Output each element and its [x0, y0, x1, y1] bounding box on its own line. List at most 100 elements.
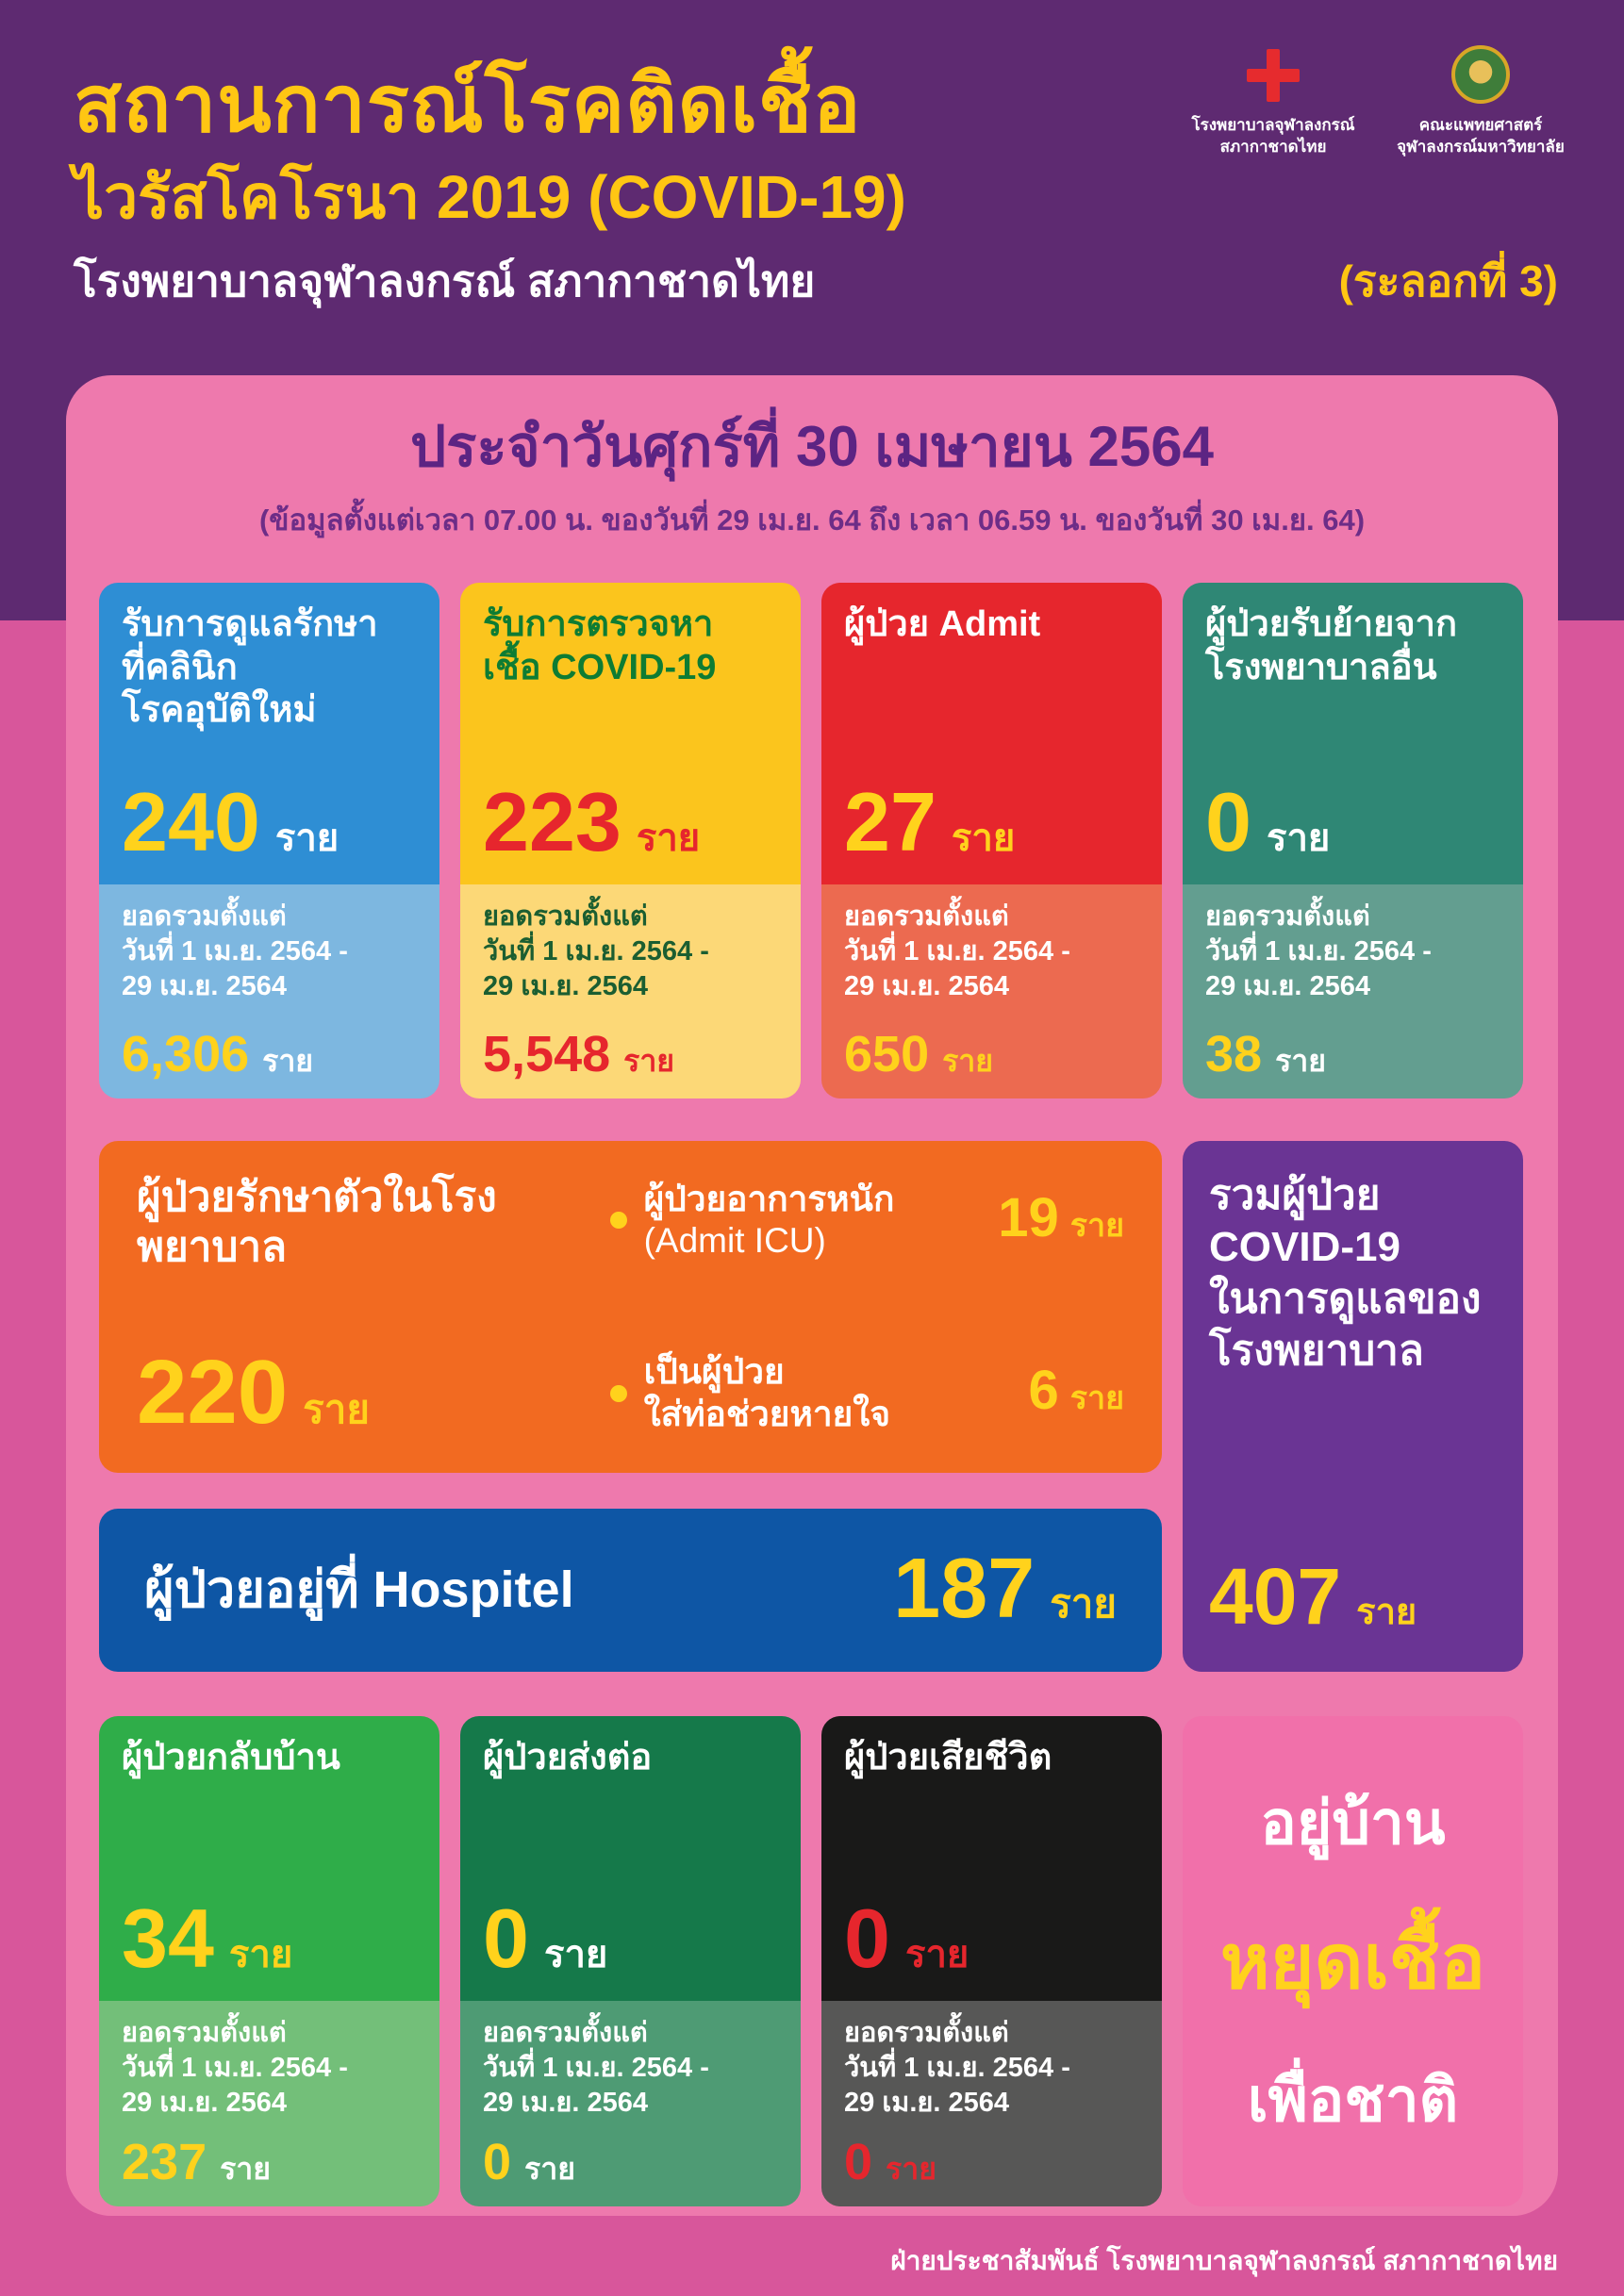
stat-value-row: 0 ราย — [844, 1897, 1139, 1984]
poster-title-line1: สถานการณ์โรคติดเชื้อ — [74, 59, 862, 148]
cumulative-label: ยอดรวมตั้งแต่ วันที่ 1 เม.ย. 2564 - 29 เ… — [483, 2018, 709, 2119]
cumulative-value: 6,306 — [122, 1026, 250, 1082]
cumulative-value: 237 — [122, 2134, 207, 2190]
stat-card-top: ผู้ป่วยเสียชีวิต 0 ราย — [821, 1716, 1162, 2001]
cumulative-label: ยอดรวมตั้งแต่ วันที่ 1 เม.ย. 2564 - 29 เ… — [1205, 901, 1432, 1002]
stat-value-row: 0 ราย — [483, 1897, 778, 1984]
cumulative-value-row: 38 ราย — [1205, 1029, 1500, 1085]
cumulative-value: 5,548 — [483, 1026, 611, 1082]
total-care-unit: ราย — [1356, 1593, 1417, 1632]
stat-card-bottom: ยอดรวมตั้งแต่ วันที่ 1 เม.ย. 2564 - 29 เ… — [99, 2001, 439, 2206]
stat-value: 27 — [844, 775, 936, 868]
stat-card-bottom: ยอดรวมตั้งแต่ วันที่ 1 เม.ย. 2564 - 29 เ… — [99, 884, 439, 1098]
stat-card-transfer-in: ผู้ป่วยรับย้ายจาก โรงพยาบาลอื่น 0 ราย ยอ… — [1183, 583, 1523, 1098]
bullet-dot-icon — [609, 1212, 627, 1230]
bullet-label-main: ผู้ป่วยอาการหนัก — [643, 1180, 895, 1218]
bullet-label: ผู้ป่วยอาการหนัก (Admit ICU) — [644, 1179, 982, 1263]
daily-report-card: ประจำวันศุกร์ที่ 30 เมษายน 2564 (ข้อมูลต… — [66, 375, 1558, 2216]
bullet-unit: ราย — [1069, 1207, 1124, 1244]
inpatient-unit: ราย — [303, 1387, 370, 1431]
stat-card-new-clinic: รับการดูแลรักษา ที่คลินิก โรคอุบัติใหม่ … — [99, 583, 439, 1098]
cumulative-label: ยอดรวมตั้งแต่ วันที่ 1 เม.ย. 2564 - 29 เ… — [122, 901, 348, 1002]
faculty-logo-block: คณะแพทยศาสตร์ จุฬาลงกรณ์มหาวิทยาลัย — [1396, 45, 1566, 158]
stat-card-referred-out: ผู้ป่วยส่งต่อ 0 ราย ยอดรวมตั้งแต่ วันที่… — [460, 1716, 801, 2206]
stat-card-admit: ผู้ป่วย Admit 27 ราย ยอดรวมตั้งแต่ วันที… — [821, 583, 1162, 1098]
cumulative-unit: ราย — [623, 1044, 675, 1078]
stat-card-bottom: ยอดรวมตั้งแต่ วันที่ 1 เม.ย. 2564 - 29 เ… — [460, 884, 801, 1098]
stat-card-bottom: ยอดรวมตั้งแต่ วันที่ 1 เม.ย. 2564 - 29 เ… — [821, 884, 1162, 1098]
stat-card-covid-test: รับการตรวจหา เชื้อ COVID-19 223 ราย ยอดร… — [460, 583, 801, 1098]
stat-unit: ราย — [274, 818, 340, 859]
stat-value-row: 223 ราย — [483, 781, 778, 867]
stat-unit: ราย — [636, 818, 701, 859]
stat-unit: ราย — [904, 1934, 969, 1975]
faculty-logo-caption: คณะแพทยศาสตร์ จุฬาลงกรณ์มหาวิทยาลัย — [1397, 116, 1565, 156]
stat-value-row: 0 ราย — [1205, 781, 1500, 867]
stat-card-bottom: ยอดรวมตั้งแต่ วันที่ 1 เม.ย. 2564 - 29 เ… — [1183, 884, 1523, 1098]
cumulative-value-row: 6,306 ราย — [122, 1029, 417, 1085]
stat-value: 0 — [483, 1891, 529, 1985]
hospitel-value: 187 — [893, 1541, 1036, 1636]
report-date-range: (ข้อมูลตั้งแต่เวลา 07.00 น. ของวันที่ 29… — [258, 504, 1366, 537]
hospital-name: โรงพยาบาลจุฬาลงกรณ์ สภากาชาดไทย — [74, 256, 816, 306]
stat-card-top: ผู้ป่วยส่งต่อ 0 ราย — [460, 1716, 801, 2001]
stat-card-deaths: ผู้ป่วยเสียชีวิต 0 ราย ยอดรวมตั้งแต่ วัน… — [821, 1716, 1162, 2206]
bullet-intubated: เป็นผู้ป่วย ใส่ท่อช่วยหายใจ 6 ราย — [609, 1351, 1124, 1435]
red-cross-logo-block: โรงพยาบาลจุฬาลงกรณ์ สภากาชาดไทย — [1188, 45, 1358, 158]
cumulative-label: ยอดรวมตั้งแต่ วันที่ 1 เม.ย. 2564 - 29 เ… — [844, 901, 1070, 1002]
bullet-value: 19 — [998, 1186, 1059, 1248]
stat-title: รับการดูแลรักษา ที่คลินิก โรคอุบัติใหม่ — [122, 604, 378, 731]
cumulative-value-row: 5,548 ราย — [483, 1029, 778, 1085]
stat-value-row: 27 ราย — [844, 781, 1139, 867]
total-care-value: 407 — [1209, 1552, 1342, 1641]
cumulative-label: ยอดรวมตั้งแต่ วันที่ 1 เม.ย. 2564 - 29 เ… — [844, 2018, 1070, 2119]
report-date-title: ประจำวันศุกร์ที่ 30 เมษายน 2564 — [410, 415, 1214, 478]
inpatient-bullets: ผู้ป่วยอาการหนัก (Admit ICU) 19 ราย เป็น… — [591, 1173, 1124, 1441]
inpatient-value-row: 220 ราย — [137, 1347, 591, 1441]
hospitel-bar: ผู้ป่วยอยู่ที่ Hospitel 187 ราย — [99, 1509, 1162, 1672]
bullet-value: 6 — [1028, 1360, 1059, 1422]
cumulative-value-row: 237 ราย — [122, 2137, 417, 2193]
faculty-emblem-icon — [1451, 45, 1510, 104]
cumulative-value: 0 — [483, 2134, 512, 2190]
cumulative-unit: ราย — [886, 2152, 936, 2186]
stat-title: ผู้ป่วยเสียชีวิต — [844, 1738, 1052, 1777]
cumulative-value: 0 — [844, 2134, 873, 2190]
cumulative-value: 650 — [844, 1026, 930, 1082]
stat-title: ผู้ป่วย Admit — [844, 604, 1041, 644]
stat-unit: ราย — [951, 818, 1016, 859]
red-cross-icon — [1243, 45, 1303, 106]
stat-value-row: 34 ราย — [122, 1897, 417, 1984]
inpatient-title: ผู้ป่วยรักษาตัวในโรงพยาบาล — [137, 1174, 497, 1270]
stat-unit: ราย — [228, 1934, 293, 1975]
wave-label: (ระลอกที่ 3) — [1338, 256, 1558, 306]
total-care-card: รวมผู้ป่วย COVID-19 ในการดูแลของ โรงพยาบ… — [1183, 1141, 1523, 1672]
stat-card-top: ผู้ป่วยรับย้ายจาก โรงพยาบาลอื่น 0 ราย — [1183, 583, 1523, 884]
stat-row-bottom: ผู้ป่วยกลับบ้าน 34 ราย ยอดรวมตั้งแต่ วัน… — [99, 1716, 1162, 2206]
cumulative-label: ยอดรวมตั้งแต่ วันที่ 1 เม.ย. 2564 - 29 เ… — [483, 901, 709, 1002]
total-care-title: รวมผู้ป่วย COVID-19 ในการดูแลของ โรงพยาบ… — [1209, 1172, 1482, 1374]
stat-card-bottom: ยอดรวมตั้งแต่ วันที่ 1 เม.ย. 2564 - 29 เ… — [821, 2001, 1162, 2206]
cumulative-value-row: 650 ราย — [844, 1029, 1139, 1085]
stat-card-top: รับการตรวจหา เชื้อ COVID-19 223 ราย — [460, 583, 801, 884]
stat-title: ผู้ป่วยส่งต่อ — [483, 1738, 653, 1777]
red-cross-logo-caption: โรงพยาบาลจุฬาลงกรณ์ สภากาชาดไทย — [1191, 116, 1355, 156]
stat-card-top: ผู้ป่วย Admit 27 ราย — [821, 583, 1162, 884]
footer-credit: ฝ่ายประชาสัมพันธ์ โรงพยาบาลจุฬาลงกรณ์ สภ… — [890, 2246, 1558, 2275]
inpatient-value: 220 — [137, 1342, 289, 1443]
stat-value: 223 — [483, 775, 621, 868]
cumulative-unit: ราย — [1275, 1044, 1326, 1078]
stat-row-top: รับการดูแลรักษา ที่คลินิก โรคอุบัติใหม่ … — [99, 583, 1523, 1098]
stay-home-slogan-card: อยู่บ้าน หยุดเชื้อ เพื่อชาติ — [1183, 1716, 1523, 2206]
logo-group: โรงพยาบาลจุฬาลงกรณ์ สภากาชาดไทย คณะแพทยศ… — [1188, 45, 1566, 158]
slogan-line3: เพื่อชาติ — [1247, 2065, 1459, 2134]
hospitel-unit: ราย — [1050, 1580, 1117, 1626]
stat-title: รับการตรวจหา เชื้อ COVID-19 — [483, 604, 717, 687]
stat-unit: ราย — [1266, 818, 1331, 859]
inpatient-card: ผู้ป่วยรักษาตัวในโรงพยาบาล 220 ราย ผู้ป่… — [99, 1141, 1162, 1473]
cumulative-unit: ราย — [942, 1044, 994, 1078]
stat-value: 34 — [122, 1891, 214, 1985]
cumulative-value-row: 0 ราย — [483, 2137, 778, 2193]
inpatient-main: ผู้ป่วยรักษาตัวในโรงพยาบาล 220 ราย — [137, 1173, 591, 1441]
